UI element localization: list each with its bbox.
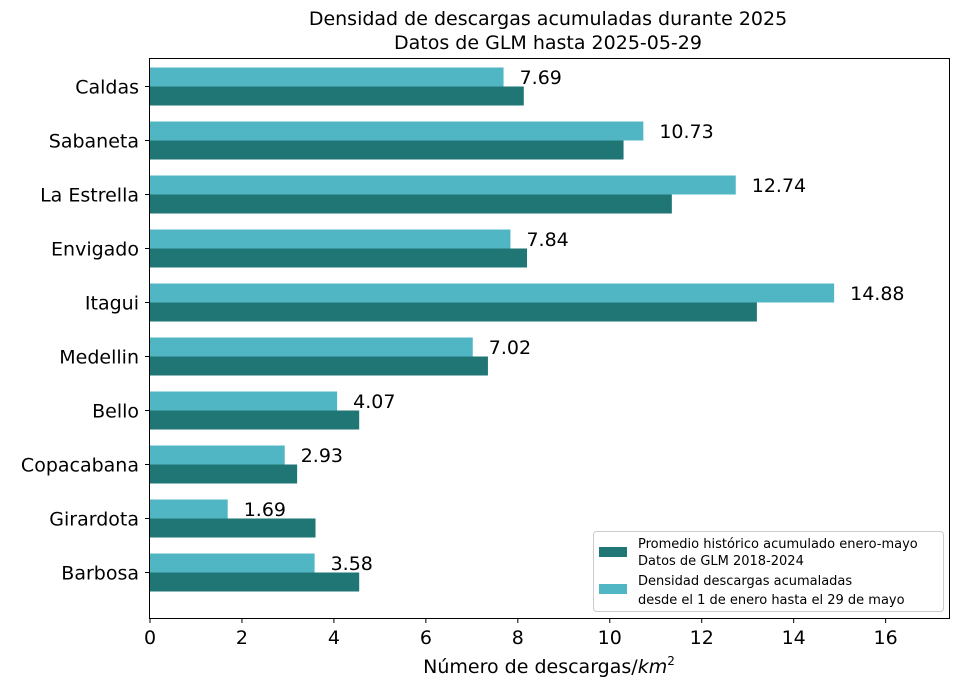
- bar-2025-copacabana: [150, 445, 285, 465]
- data-label-itagui: 14.88: [850, 283, 904, 305]
- bar-historico-barbosa: [150, 572, 360, 592]
- x-tick-label-4: 4: [328, 627, 340, 649]
- bar-historico-sabaneta: [150, 140, 624, 160]
- legend-frame: [593, 531, 944, 612]
- bar-2025-itagui: [150, 283, 835, 303]
- y-tick-label-itagui: Itagui: [85, 293, 139, 315]
- x-tick-label-14: 14: [782, 627, 806, 649]
- bar-labels-group: 7.69 10.73 12.74 7.84 14.88 7.02 4.07 2.93 1.69 3…: [244, 67, 905, 575]
- bar-historico-envigado: [150, 248, 528, 268]
- chart-title: Densidad de descargas acumuladas durante…: [309, 8, 787, 30]
- data-label-bello: 4.07: [353, 391, 395, 413]
- data-label-copacabana: 2.93: [301, 445, 343, 467]
- bar-historico-medellin: [150, 356, 488, 376]
- legend: Promedio histórico acumulado enero-mayo …: [593, 531, 944, 612]
- bar-historico-la-estrella: [150, 194, 672, 214]
- bar-historico-caldas: [150, 86, 524, 106]
- y-tick-label-medellin: Medellin: [59, 347, 139, 369]
- bar-2025-la-estrella: [150, 175, 736, 195]
- legend-text-2025-line2: desde el 1 de enero hasta el 29 de mayo: [638, 593, 905, 608]
- bars-group: [150, 67, 835, 592]
- y-tick-label-caldas: Caldas: [75, 77, 139, 99]
- x-axis: 0 2 4 6 8 10 12 14 16: [144, 618, 898, 649]
- bar-historico-copacabana: [150, 464, 298, 484]
- plot-frame: [149, 58, 950, 619]
- data-label-envigado: 7.84: [526, 229, 568, 251]
- x-tick-label-8: 8: [512, 627, 524, 649]
- data-label-caldas: 7.69: [520, 67, 562, 89]
- legend-text-2025-line1: Densidad descargas acumaladas: [638, 574, 852, 589]
- y-tick-label-bello: Bello: [92, 401, 139, 423]
- x-tick-label-12: 12: [690, 627, 714, 649]
- bar-2025-medellin: [150, 337, 473, 357]
- data-label-girardota: 1.69: [244, 499, 286, 521]
- data-label-sabaneta: 10.73: [659, 121, 713, 143]
- bar-2025-girardota: [150, 499, 228, 519]
- data-label-barbosa: 3.58: [331, 553, 373, 575]
- bar-2025-bello: [150, 391, 338, 411]
- bar-2025-barbosa: [150, 553, 315, 573]
- y-tick-label-barbosa: Barbosa: [61, 563, 139, 585]
- legend-text-historico-line2: Datos de GLM 2018-2024: [638, 554, 804, 569]
- y-tick-label-copacabana: Copacabana: [21, 455, 139, 477]
- data-label-la-estrella: 12.74: [752, 175, 806, 197]
- x-tick-label-0: 0: [144, 627, 156, 649]
- bar-2025-caldas: [150, 67, 504, 87]
- legend-swatch-2025: [599, 584, 627, 594]
- y-tick-label-la-estrella: La Estrella: [40, 185, 139, 207]
- legend-swatch-historico: [599, 547, 627, 557]
- x-tick-label-16: 16: [874, 627, 898, 649]
- bar-historico-girardota: [150, 518, 316, 538]
- bar-2025-sabaneta: [150, 121, 644, 141]
- x-tick-label-2: 2: [236, 627, 248, 649]
- bar-historico-itagui: [150, 302, 757, 322]
- bar-historico-bello: [150, 410, 360, 430]
- y-tick-label-girardota: Girardota: [49, 509, 139, 531]
- bar-2025-envigado: [150, 229, 511, 249]
- x-axis-label: Número de descargas/km2: [423, 654, 675, 678]
- x-tick-label-10: 10: [598, 627, 622, 649]
- y-tick-label-envigado: Envigado: [51, 239, 139, 261]
- y-axis: Caldas Sabaneta La Estrella Envigado Itagui M…: [21, 77, 150, 585]
- y-tick-label-sabaneta: Sabaneta: [49, 131, 139, 153]
- x-tick-label-6: 6: [420, 627, 432, 649]
- data-label-medellin: 7.02: [489, 337, 531, 359]
- chart-subtitle: Datos de GLM hasta 2025-05-29: [394, 32, 702, 54]
- legend-text-historico-line1: Promedio histórico acumulado enero-mayo: [638, 537, 918, 552]
